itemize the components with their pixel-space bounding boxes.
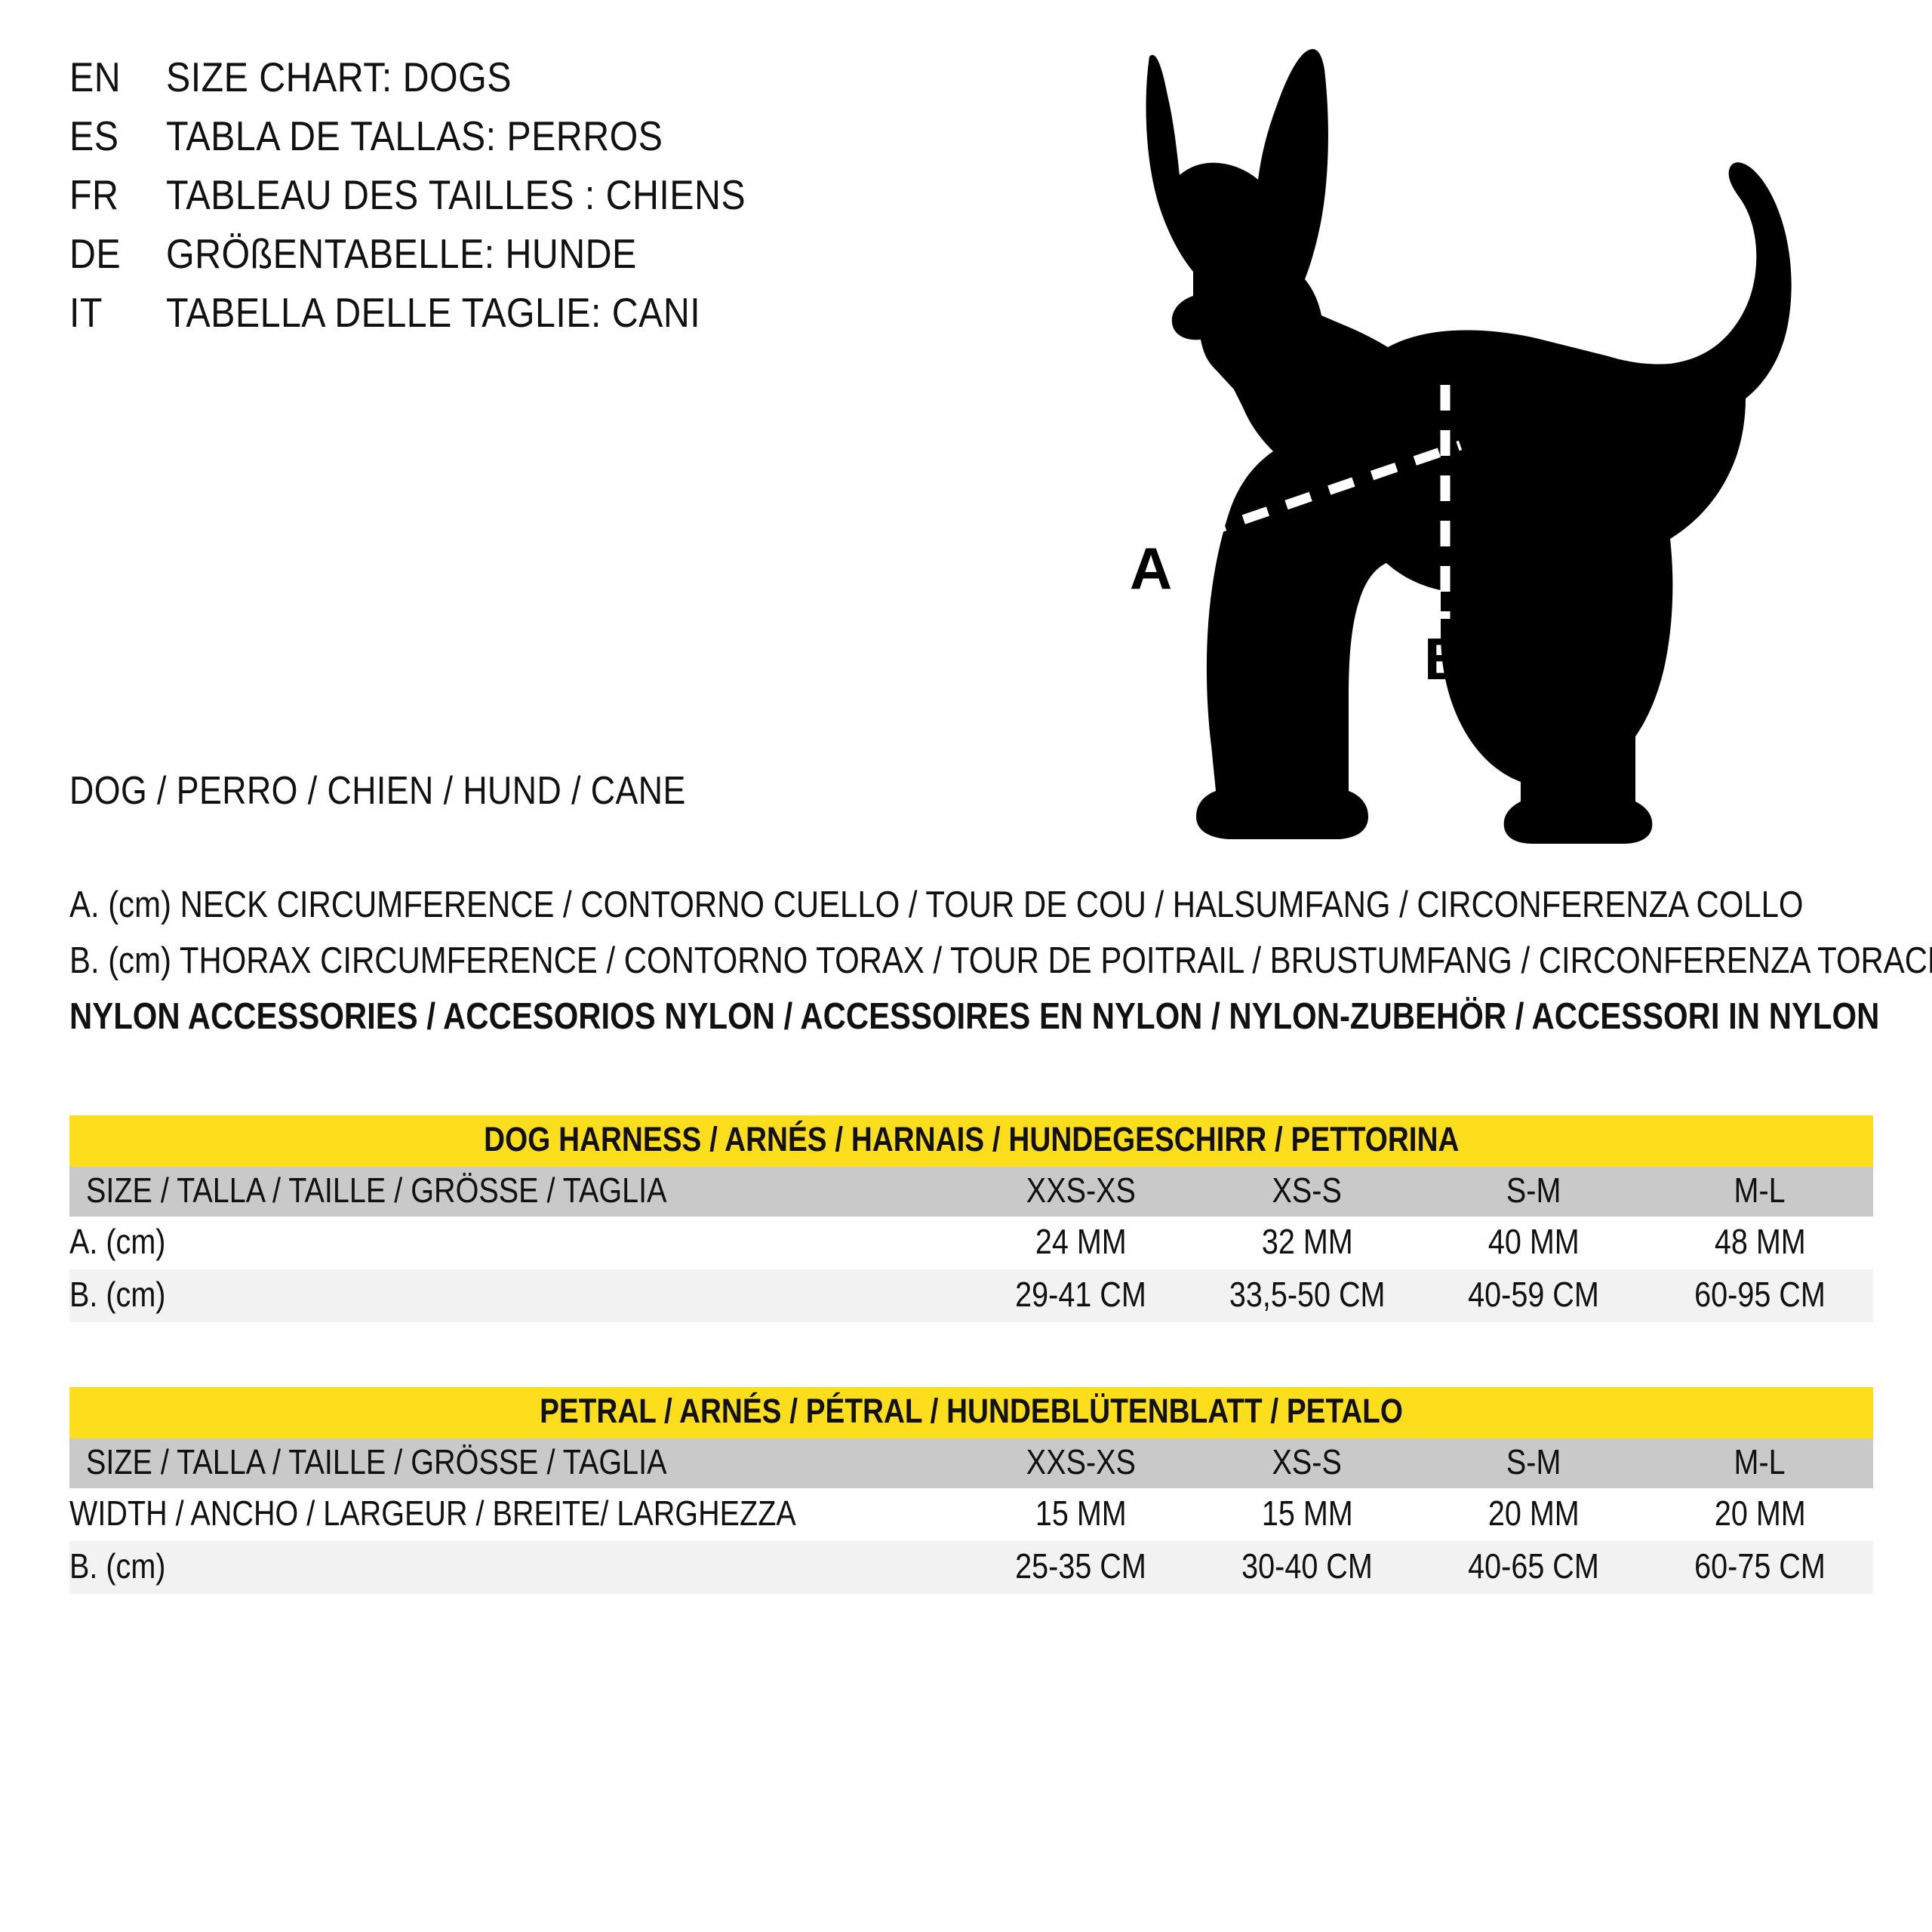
- petral-size-table: PETRAL / ARNÉS / PÉTRAL / HUNDEBLÜTENBLA…: [69, 1387, 1874, 1594]
- harness-header-col-0: XXS-XS: [968, 1167, 1194, 1217]
- language-code-it: IT: [69, 289, 103, 336]
- neck-measure-line-a: [1198, 440, 1463, 540]
- harness-row0-val0: 24 MM: [968, 1217, 1194, 1269]
- petral-row1-val0: 25-35 CM: [968, 1541, 1194, 1594]
- petral-header-col-3: M-L: [1647, 1438, 1874, 1488]
- petral-table-title: PETRAL / ARNÉS / PÉTRAL / HUNDEBLÜTENBLA…: [69, 1387, 1874, 1438]
- petral-row1-val2: 40-65 CM: [1420, 1541, 1647, 1594]
- language-row-fr: FR TABLEAU DES TAILLES : CHIENS: [69, 171, 1013, 229]
- petral-row0-label: WIDTH / ANCHO / LARGEUR / BREITE/ LARGHE…: [69, 1488, 968, 1541]
- harness-table-header-row: SIZE / TALLA / TAILLE / GRÖSSE / TAGLIA …: [69, 1167, 1873, 1217]
- table-row: B. (cm) 29-41 CM 33,5-50 CM 40-59 CM 60-…: [69, 1269, 1873, 1322]
- petral-table-title-row: PETRAL / ARNÉS / PÉTRAL / HUNDEBLÜTENBLA…: [69, 1387, 1874, 1438]
- dog-silhouette-icon: [1146, 49, 1792, 844]
- dog-silhouette-figure: A B: [1053, 15, 1932, 853]
- petral-row0-val0: 15 MM: [968, 1488, 1194, 1541]
- language-title-fr: TABLEAU DES TAILLES : CHIENS: [166, 171, 746, 218]
- language-title-block: EN SIZE CHART: DOGS ES TABLA DE TALLAS: …: [69, 53, 1013, 347]
- petral-header-size-label: SIZE / TALLA / TAILLE / GRÖSSE / TAGLIA: [69, 1438, 968, 1488]
- table-row: WIDTH / ANCHO / LARGEUR / BREITE/ LARGHE…: [69, 1488, 1874, 1541]
- table-row: A. (cm) 24 MM 32 MM 40 MM 48 MM: [69, 1217, 1873, 1269]
- dog-subject-caption: DOG / PERRO / CHIEN / HUND / CANE: [69, 769, 686, 813]
- petral-header-col-2: S-M: [1420, 1438, 1647, 1488]
- petral-row1-val3: 60-75 CM: [1647, 1541, 1874, 1594]
- petral-header-col-0: XXS-XS: [968, 1438, 1194, 1488]
- harness-row1-val3: 60-95 CM: [1647, 1269, 1873, 1322]
- harness-size-table: DOG HARNESS / ARNÉS / HARNAIS / HUNDEGES…: [69, 1115, 1873, 1322]
- harness-row1-label: B. (cm): [69, 1269, 968, 1322]
- language-code-en: EN: [69, 54, 122, 100]
- harness-row0-label: A. (cm): [69, 1217, 968, 1269]
- petral-row0-val1: 15 MM: [1194, 1488, 1420, 1541]
- harness-header-col-1: XS-S: [1194, 1167, 1420, 1217]
- language-row-es: ES TABLA DE TALLAS: PERROS: [69, 112, 1013, 171]
- language-row-de: DE GRÖßENTABELLE: HUNDE: [69, 229, 1013, 288]
- measurement-line-a: A. (cm) NECK CIRCUMFERENCE / CONTORNO CU…: [69, 884, 1804, 925]
- marker-label-b: B: [1424, 626, 1466, 692]
- harness-row0-val1: 32 MM: [1194, 1217, 1420, 1269]
- petral-row0-val3: 20 MM: [1647, 1488, 1874, 1541]
- language-title-de: GRÖßENTABELLE: HUNDE: [166, 230, 637, 277]
- petral-table-header-row: SIZE / TALLA / TAILLE / GRÖSSE / TAGLIA …: [69, 1438, 1874, 1488]
- petral-row0-val2: 20 MM: [1420, 1488, 1647, 1541]
- harness-row0-val3: 48 MM: [1647, 1217, 1873, 1269]
- table-row: B. (cm) 25-35 CM 30-40 CM 40-65 CM 60-75…: [69, 1541, 1874, 1594]
- petral-row1-val1: 30-40 CM: [1194, 1541, 1420, 1594]
- measurement-line-b: B. (cm) THORAX CIRCUMFERENCE / CONTORNO …: [69, 940, 1932, 981]
- harness-table-title-row: DOG HARNESS / ARNÉS / HARNAIS / HUNDEGES…: [69, 1115, 1873, 1167]
- harness-header-col-2: S-M: [1420, 1167, 1647, 1217]
- material-note: NYLON ACCESSORIES / ACCESORIOS NYLON / A…: [69, 996, 1880, 1037]
- harness-row1-val1: 33,5-50 CM: [1194, 1269, 1420, 1322]
- language-code-fr: FR: [69, 171, 119, 218]
- marker-label-a: A: [1130, 535, 1172, 601]
- language-title-en: SIZE CHART: DOGS: [166, 54, 512, 100]
- language-row-it: IT TABELLA DELLE TAGLIE: CANI: [69, 288, 1013, 347]
- petral-row1-label: B. (cm): [69, 1541, 968, 1594]
- petral-header-col-1: XS-S: [1194, 1438, 1420, 1488]
- measurement-legend: A. (cm) NECK CIRCUMFERENCE / CONTORNO CU…: [69, 877, 1932, 1044]
- harness-header-size-label: SIZE / TALLA / TAILLE / GRÖSSE / TAGLIA: [69, 1167, 968, 1217]
- harness-row0-val2: 40 MM: [1420, 1217, 1647, 1269]
- language-row-en: EN SIZE CHART: DOGS: [69, 53, 1013, 112]
- language-code-es: ES: [69, 112, 119, 159]
- language-title-it: TABELLA DELLE TAGLIE: CANI: [166, 289, 701, 336]
- harness-row1-val2: 40-59 CM: [1420, 1269, 1647, 1322]
- harness-header-col-3: M-L: [1647, 1167, 1873, 1217]
- harness-row1-val0: 29-41 CM: [968, 1269, 1194, 1322]
- language-title-es: TABLA DE TALLAS: PERROS: [166, 112, 663, 159]
- harness-table-title: DOG HARNESS / ARNÉS / HARNAIS / HUNDEGES…: [69, 1115, 1873, 1167]
- language-code-de: DE: [69, 230, 122, 277]
